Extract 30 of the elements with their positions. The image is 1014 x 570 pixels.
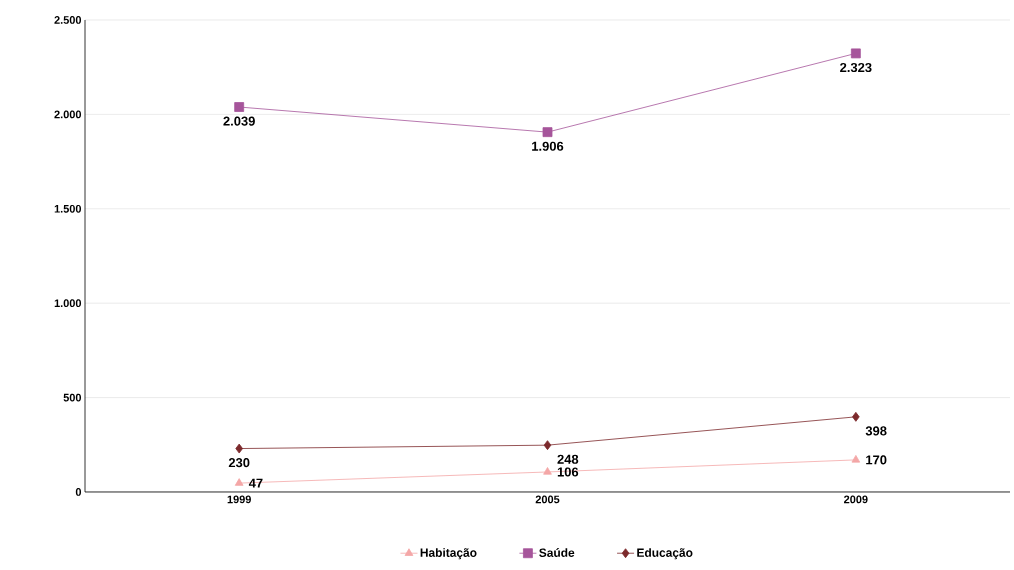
legend-label: Educação <box>637 548 693 560</box>
point <box>852 411 860 422</box>
point <box>235 443 243 454</box>
legend-label: Habitação <box>420 548 477 560</box>
x-tick-label: 2005 <box>535 495 560 504</box>
data-label: 230 <box>228 458 250 468</box>
y-tick-label: 500 <box>63 393 82 402</box>
point <box>234 478 244 486</box>
y-tick-label: 2.000 <box>54 110 82 119</box>
data-label: 170 <box>866 455 887 465</box>
point <box>543 440 552 451</box>
data-label: 106 <box>557 467 579 477</box>
point <box>850 48 861 59</box>
legend-label: Saúde <box>539 548 575 557</box>
y-tick-label: 1.000 <box>54 299 82 308</box>
point <box>851 454 861 463</box>
y-tick-label: 0 <box>75 488 82 496</box>
x-tick-label: 2009 <box>844 495 868 504</box>
x-tick-label: 1999 <box>227 495 251 504</box>
y-tick-label: 1.500 <box>54 204 82 213</box>
data-label: 248 <box>557 454 579 464</box>
data-label: 2.323 <box>840 62 872 73</box>
data-label: 47 <box>248 478 263 488</box>
data-label: 2.039 <box>223 116 255 126</box>
point <box>543 467 552 475</box>
data-label: 398 <box>865 426 887 436</box>
data-label: 1.906 <box>532 141 564 151</box>
point <box>234 102 245 112</box>
point <box>542 127 553 138</box>
y-tick-label: 2.500 <box>54 16 82 24</box>
